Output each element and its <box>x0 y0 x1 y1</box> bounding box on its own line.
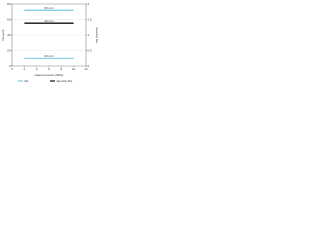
line-label: 20 mm <box>44 54 54 58</box>
y2-tick-label: 0 <box>88 64 90 68</box>
y2-tick-label: 2 <box>88 2 90 6</box>
legend-label: Sparsity Ra <box>57 79 73 83</box>
y2-tick-label: 1 <box>88 33 90 37</box>
y-axis-label: Ra (μm) <box>1 30 5 41</box>
y2-tick-label: 0.5 <box>88 48 93 52</box>
x-tick-label: 4 <box>36 67 38 71</box>
y-tick-label: 20 <box>7 48 11 52</box>
line-label: 60 mm <box>44 6 54 10</box>
legend-label: Ra <box>25 79 29 83</box>
y-tick-label: 0 <box>9 64 11 68</box>
x-tick-label: 6 <box>48 67 50 71</box>
x-tick-label: 0 <box>11 67 13 71</box>
x-tick-label: 8 <box>60 67 62 71</box>
y2-tick-label: 1.5 <box>88 17 93 21</box>
x-tick-label: 2 <box>23 67 25 71</box>
x-tick-label: 12 <box>84 67 88 71</box>
y-tick-label: 80 <box>7 2 11 6</box>
line-label: 30 mm <box>44 19 54 23</box>
x-tick-label: 10 <box>72 67 76 71</box>
y-tick-label: 60 <box>7 17 11 21</box>
x-axis-label: Head pressure (MPa) <box>35 73 64 77</box>
y2-axis-label: Sparsity Ra <box>95 27 99 43</box>
y-tick-label: 40 <box>7 33 11 37</box>
chart: Ra (μm) Sparsity Ra Head pressure (MPa) … <box>1 2 99 83</box>
page: {"chart_data": {"type": "line", "x_label… <box>0 0 100 86</box>
